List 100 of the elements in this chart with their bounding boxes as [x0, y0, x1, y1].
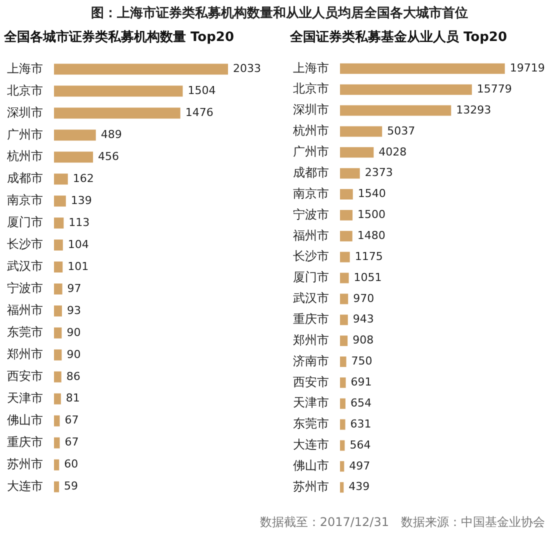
- bar: [340, 272, 349, 284]
- bar: [340, 314, 348, 326]
- data-label: 139: [70, 194, 92, 207]
- y-tick-label: 宁波市: [7, 281, 43, 296]
- y-tick-label: 上海市: [293, 60, 329, 75]
- data-label: 67: [64, 414, 79, 427]
- y-tick-label: 佛山市: [7, 412, 43, 427]
- y-tick-label: 北京市: [7, 83, 43, 98]
- data-label: 1051: [354, 270, 382, 284]
- bar: [54, 371, 62, 382]
- data-label: 60: [64, 458, 78, 471]
- y-tick-label: 广州市: [7, 127, 43, 142]
- data-label: 15779: [476, 82, 512, 96]
- data-label: 162: [72, 172, 94, 185]
- bar: [54, 393, 61, 404]
- y-tick-label: 福州市: [293, 228, 329, 242]
- y-tick-label: 杭州市: [292, 124, 329, 138]
- data-label: 59: [64, 480, 78, 493]
- bar: [340, 398, 346, 409]
- y-tick-label: 天津市: [7, 391, 43, 406]
- data-label: 113: [68, 216, 90, 229]
- data-label: 97: [67, 282, 82, 295]
- y-tick-label: 苏州市: [7, 456, 43, 471]
- data-label: 2033: [233, 62, 262, 76]
- y-tick-label: 大连市: [293, 438, 329, 452]
- y-tick-label: 厦门市: [7, 215, 43, 230]
- data-label: 5037: [387, 124, 416, 138]
- y-tick-label: 长沙市: [7, 237, 43, 252]
- bar: [54, 305, 62, 316]
- chart-title: 全国证券类私募基金从业人员 Top20: [290, 29, 508, 47]
- bar: [340, 419, 346, 430]
- y-tick-label: 北京市: [293, 82, 329, 96]
- data-label: 439: [348, 480, 370, 494]
- bar: [54, 130, 96, 141]
- y-tick-label: 南京市: [7, 193, 43, 208]
- data-label: 497: [349, 459, 370, 472]
- bar: [54, 349, 62, 360]
- bar: [54, 196, 66, 207]
- y-tick-label: 郑州市: [293, 332, 329, 347]
- y-tick-label: 东莞市: [293, 416, 329, 431]
- y-tick-label: 济南市: [293, 354, 329, 368]
- bar: [54, 437, 60, 448]
- y-tick-label: 广州市: [293, 144, 329, 159]
- bar: [54, 86, 183, 97]
- bar: [54, 283, 62, 294]
- bar: [54, 218, 64, 229]
- y-tick-label: 深圳市: [293, 102, 329, 117]
- y-tick-label: 西安市: [7, 369, 43, 384]
- bar: [54, 327, 62, 338]
- y-tick-label: 成都市: [293, 165, 329, 180]
- data-label: 13293: [456, 103, 492, 116]
- y-tick-label: 深圳市: [7, 105, 43, 120]
- data-label: 1504: [188, 84, 216, 98]
- y-tick-label: 西安市: [293, 374, 329, 389]
- y-tick-label: 天津市: [293, 396, 329, 410]
- y-tick-label: 南京市: [293, 186, 329, 200]
- data-label: 1476: [185, 106, 214, 120]
- data-label: 90: [66, 348, 81, 361]
- data-label: 970: [353, 292, 374, 305]
- data-label: 1480: [357, 228, 386, 242]
- bar: [54, 152, 94, 163]
- bar: [340, 210, 353, 220]
- text: 图：上海市证券类私募机构数量和从业人员均居全国各大城市首位: [90, 4, 469, 22]
- y-tick-label: 福州市: [7, 303, 43, 318]
- bar: [340, 440, 345, 451]
- y-tick-label: 宁波市: [293, 207, 329, 222]
- data-label: 691: [350, 376, 372, 389]
- data-label: 654: [350, 396, 372, 410]
- y-tick-label: 佛山市: [293, 458, 329, 473]
- y-tick-label: 武汉市: [7, 259, 43, 274]
- y-tick-label: 苏州市: [293, 479, 329, 494]
- data-label: 456: [98, 150, 120, 163]
- bar: [340, 230, 352, 242]
- data-label: 101: [68, 260, 89, 273]
- bar: [54, 64, 228, 75]
- bar: [54, 459, 60, 470]
- bar: [340, 189, 353, 200]
- data-label: 1500: [358, 208, 386, 222]
- y-tick-label: 长沙市: [293, 249, 329, 264]
- data-label: 2373: [364, 166, 393, 180]
- y-tick-label: 武汉市: [293, 291, 329, 306]
- y-tick-label: 重庆市: [7, 434, 43, 449]
- bar: [340, 63, 505, 74]
- bar: [340, 461, 344, 472]
- data-label: 1540: [358, 187, 386, 200]
- bar: [54, 240, 63, 251]
- data-label: 104: [68, 238, 89, 251]
- bar: [54, 262, 63, 273]
- data-label: 943: [352, 312, 374, 326]
- bar: [340, 126, 382, 137]
- data-label: 81: [66, 392, 80, 405]
- bar: [340, 294, 348, 304]
- data-label: 19719: [510, 62, 545, 75]
- bar: [54, 108, 180, 119]
- y-tick-label: 重庆市: [293, 312, 329, 326]
- y-tick-label: 厦门市: [293, 270, 329, 284]
- data-label: 67: [64, 436, 79, 449]
- bar: [340, 84, 472, 95]
- data-label: 631: [350, 417, 372, 430]
- data-label: 1175: [354, 250, 383, 263]
